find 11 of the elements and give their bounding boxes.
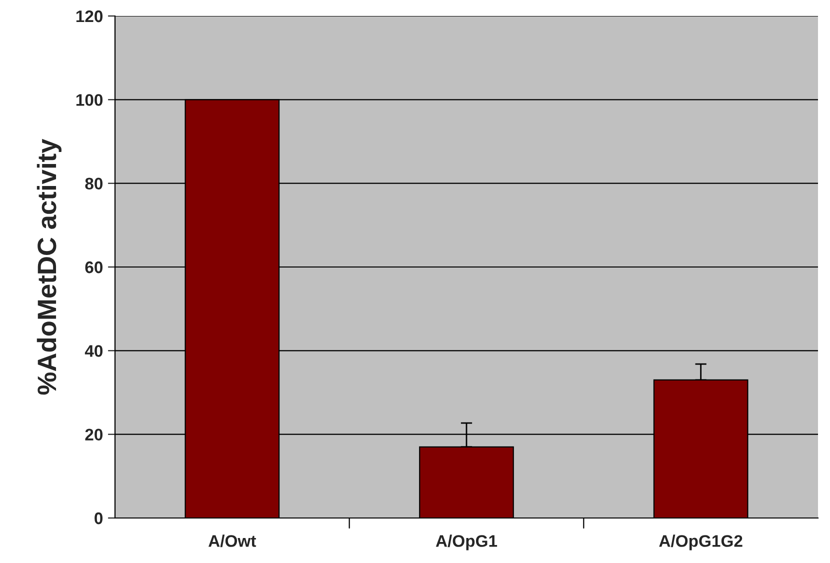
x-tick-label: A/Owt — [208, 534, 256, 548]
x-tick-label: A/OpG1 — [436, 534, 498, 550]
y-axis-title: %AdoMetDC activity — [36, 138, 62, 395]
y-tick-label: 80 — [85, 178, 103, 190]
y-tick-label: 100 — [76, 94, 103, 106]
y-tick-label: 60 — [85, 261, 103, 274]
y-tick-label: 40 — [84, 345, 103, 357]
x-tick-label: A/OpG1G2 — [659, 534, 742, 550]
y-tick-label: 120 — [76, 10, 103, 22]
y-tick-label: 20 — [85, 428, 103, 441]
y-tick-label: 0 — [94, 512, 103, 524]
